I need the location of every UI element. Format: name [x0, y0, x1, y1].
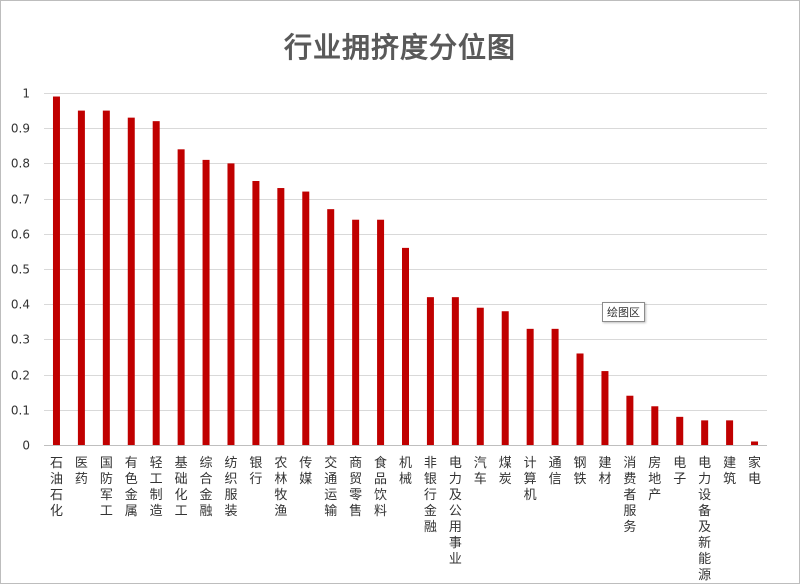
x-tick-label: 医药: [75, 456, 88, 487]
x-tick-label: 建材: [598, 456, 611, 487]
x-tick-label: 钢铁: [574, 456, 587, 487]
x-tick-label: 房地产: [648, 455, 661, 503]
bar: [526, 328, 534, 445]
bar: [426, 297, 434, 445]
y-tick-label: 0: [22, 439, 30, 453]
x-tick-label: 轻工制造: [150, 456, 163, 519]
bar: [676, 416, 684, 445]
x-tick-label: 消费者服务: [623, 456, 636, 535]
bar: [302, 191, 310, 445]
x-tick-label: 机械: [399, 456, 412, 487]
bar: [626, 395, 634, 445]
bar: [77, 110, 85, 445]
bar: [127, 117, 135, 445]
x-tick-label: 电子: [673, 456, 686, 487]
chart-title: 行业拥挤度分位图: [283, 31, 516, 64]
bar: [277, 188, 285, 446]
x-tick-label: 商贸零售: [349, 456, 362, 519]
bar: [451, 297, 459, 445]
bar: [402, 247, 409, 445]
x-tick-label: 石油石化: [50, 456, 63, 519]
y-tick-label: 0.7: [11, 193, 30, 207]
y-tick-label: 0.6: [11, 228, 30, 242]
y-tick-label: 0.1: [11, 404, 30, 418]
bar: [501, 311, 509, 445]
y-tick-label: 0.3: [11, 333, 30, 347]
plot-area-tooltip: 绘图区: [602, 302, 645, 322]
x-tick-label: 银行: [249, 456, 262, 487]
bar: [102, 110, 110, 445]
bar: [227, 163, 235, 445]
bar: [252, 181, 260, 445]
x-tick-label: 汽车: [474, 456, 487, 487]
x-tick-label: 综合金融: [200, 456, 213, 519]
x-tick-label: 食品饮料: [374, 455, 387, 519]
y-tick-label: 0.8: [11, 157, 30, 171]
x-tick-label: 基础化工: [175, 456, 188, 519]
bar: [476, 307, 484, 445]
bar: [651, 406, 659, 445]
x-tick-label: 有色金属: [125, 456, 138, 519]
bar: [377, 219, 385, 445]
bar: [701, 420, 709, 445]
y-tick-label: 0.4: [11, 298, 30, 312]
bar: [177, 149, 185, 445]
x-tick-label: 计算机: [524, 456, 537, 503]
bar: [726, 420, 734, 445]
y-tick-label: 0.5: [11, 263, 30, 277]
x-tick-label: 煤炭: [499, 456, 512, 487]
y-tick-label: 0.9: [11, 122, 30, 136]
x-tick-label: 传媒: [299, 456, 312, 487]
bar: [52, 96, 60, 446]
y-tick-label: 1: [22, 87, 30, 101]
x-tick-label: 电力设备及新能源: [698, 456, 711, 583]
bar: [152, 121, 160, 445]
x-tick-label: 国防军工: [100, 456, 113, 519]
y-tick-label: 0.2: [11, 369, 30, 383]
x-tick-label: 非银行金融: [424, 456, 437, 535]
x-tick-label: 农林牧渔: [274, 456, 287, 519]
bar: [202, 159, 210, 445]
bar: [327, 209, 335, 445]
x-tick-label: 交通运输: [324, 455, 337, 519]
bar: [352, 219, 360, 445]
bar: [601, 371, 609, 445]
x-tick-label: 通信: [549, 456, 562, 487]
x-tick-label: 建筑: [723, 456, 736, 487]
bar: [576, 353, 584, 445]
bar: [551, 328, 559, 445]
x-tick-label: 家电: [748, 455, 761, 487]
x-tick-label: 纺织服装: [224, 456, 237, 519]
bar: [751, 441, 759, 445]
x-tick-label: 电力及公用事业: [449, 456, 462, 567]
